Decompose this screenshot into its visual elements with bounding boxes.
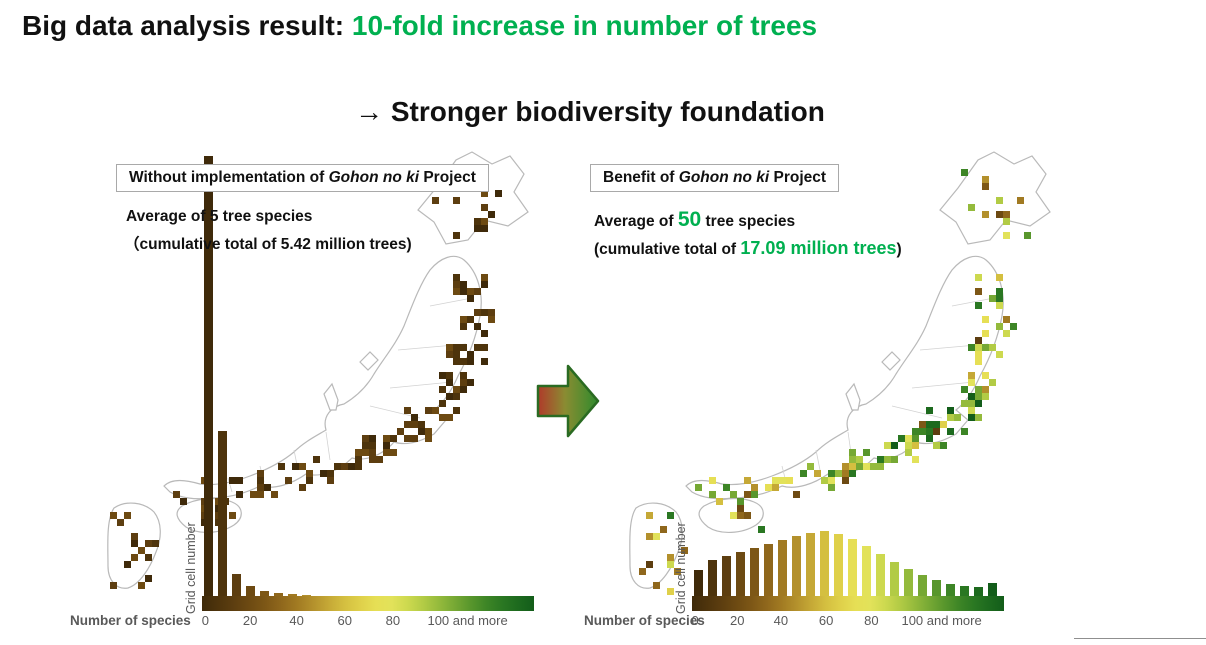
without-chart-footer: Number of species Grid cell number 0 20 40… xyxy=(64,156,534,634)
box-title-italic: Gohon no ki xyxy=(328,169,420,186)
x-axis-label: Number of species xyxy=(70,613,191,628)
histogram-bar xyxy=(246,586,255,596)
title-black: Big data analysis result: xyxy=(22,10,352,41)
histogram-bar xyxy=(974,587,983,596)
axis-tick-label: 60 xyxy=(818,613,834,628)
benefit-average-line: Average of 50 tree species xyxy=(594,208,795,232)
histogram-bar xyxy=(750,548,759,596)
page-subtitle: → Stronger biodiversity foundation xyxy=(355,96,825,127)
panel-benefit-project: Benefit of Gohon no ki Project Average o… xyxy=(584,148,1064,640)
total-suffix: ) xyxy=(896,241,902,258)
grid-cells-benefit xyxy=(639,169,1031,595)
axis-tick-label: 0 xyxy=(691,613,699,628)
benefit-total-line: (cumulative total of 17.09 million trees… xyxy=(594,238,902,259)
without-chart-area: Grid cell number 0 20 40 60 80 100 and more xyxy=(184,156,534,634)
histogram-bar xyxy=(918,575,927,596)
y-axis-label: Grid cell number xyxy=(184,522,198,614)
japan-map-benefit xyxy=(629,151,1051,595)
prefecture-borders xyxy=(749,297,995,493)
histogram-bar xyxy=(302,595,311,596)
histogram-bar xyxy=(204,156,213,596)
histogram-bar xyxy=(792,536,801,596)
comparison-panels: Without implementation of Gohon no ki Pr… xyxy=(64,148,1148,640)
histogram-bar xyxy=(736,552,745,596)
histogram-bar xyxy=(764,544,773,596)
axis-tick-label: 20 xyxy=(242,613,258,628)
box-title-prefix: Benefit of xyxy=(603,169,679,186)
histogram-bar xyxy=(862,546,871,596)
panel-without-project: Without implementation of Gohon no ki Pr… xyxy=(64,148,544,640)
histogram-bar xyxy=(876,554,885,596)
axis-tick-label: 40 xyxy=(773,613,789,628)
histogram-bar xyxy=(288,594,297,596)
benefit-chart-area: Grid cell number 0 20 40 60 80 100 and more xyxy=(674,522,1004,634)
axis-ticks: 0 20 40 60 80 100 and more xyxy=(691,613,1004,633)
axis-tick-label: 40 xyxy=(289,613,304,628)
title-highlight: 10-fold increase in number of trees xyxy=(351,10,818,41)
axis-ticks: 0 20 40 60 80 100 and more xyxy=(202,613,534,633)
histogram-bar xyxy=(806,533,815,596)
histogram-bar xyxy=(988,583,997,596)
axis-tick-label: 60 xyxy=(337,613,352,628)
histogram-bar xyxy=(232,574,241,596)
arrow-svg xyxy=(536,364,600,438)
box-title-prefix: Without implementation of xyxy=(129,169,329,186)
histogram-bar xyxy=(848,539,857,596)
page-title: Big data analysis result: 10-fold increa… xyxy=(22,10,817,42)
panel-without-title-box: Without implementation of Gohon no ki Pr… xyxy=(116,164,489,192)
axis-tick-label: 100 and more xyxy=(427,613,508,628)
axis-tick-label: 20 xyxy=(730,613,745,628)
histogram-bar xyxy=(960,586,969,596)
avg-prefix: Average of xyxy=(594,213,678,230)
histogram-bar xyxy=(904,569,913,596)
histogram-bar xyxy=(932,580,941,596)
box-title-suffix: Project xyxy=(769,169,827,186)
axis-tick-label: 80 xyxy=(385,613,401,628)
x-axis-label: Number of species xyxy=(584,613,705,628)
histogram-bar xyxy=(820,531,829,596)
block-arrow-shape xyxy=(536,364,600,438)
histogram-bar xyxy=(694,570,703,596)
avg-highlight: 50 xyxy=(677,208,702,231)
avg-suffix: tree species xyxy=(701,213,796,230)
slide-edge-line xyxy=(1074,638,1206,639)
histogram-bar xyxy=(890,562,899,596)
box-title-suffix: Project xyxy=(419,169,476,186)
species-color-scale xyxy=(202,596,534,611)
histogram-bar xyxy=(722,556,731,596)
without-total-line: （cumulative total of 5.42 million trees) xyxy=(124,236,412,253)
histogram-bar xyxy=(708,560,717,596)
histogram-bar xyxy=(218,431,227,596)
histogram-bar xyxy=(274,593,283,596)
axis-tick-label: 80 xyxy=(864,613,879,628)
histogram-bar xyxy=(778,540,787,596)
total-highlight: 17.09 million trees xyxy=(740,238,897,258)
benefit-chart-footer: Number of species Grid cell number 0 20 40… xyxy=(584,522,1004,634)
species-color-scale xyxy=(692,596,1004,611)
total-prefix: (cumulative total of xyxy=(594,241,741,258)
panel-benefit-title-box: Benefit of Gohon no ki Project xyxy=(590,164,840,192)
axis-tick-label: 100 and more xyxy=(901,613,982,628)
histogram-bar xyxy=(834,534,843,596)
without-average-line: Average of 5 tree species xyxy=(126,208,313,225)
histogram-bar xyxy=(946,584,955,596)
transformation-arrow-icon xyxy=(536,360,602,442)
y-axis-label: Grid cell number xyxy=(674,522,688,614)
histogram-bar xyxy=(260,591,269,596)
axis-tick-label: 0 xyxy=(201,613,209,628)
box-title-italic: Gohon no ki xyxy=(678,169,770,186)
